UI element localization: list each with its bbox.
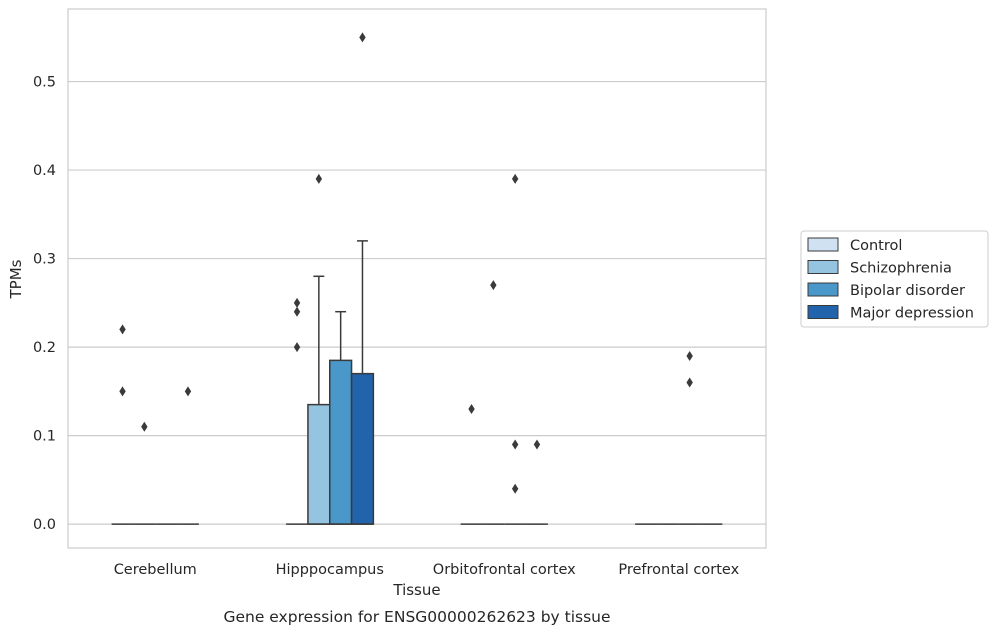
outlier-point xyxy=(293,306,301,317)
outlier-point xyxy=(490,280,497,291)
y-axis-label: TPMs xyxy=(7,259,25,299)
x-tick-label: Prefrontal cortex xyxy=(618,562,739,578)
box-group xyxy=(350,32,375,525)
y-tick-label: 0.0 xyxy=(33,517,56,533)
legend-frame xyxy=(800,230,989,328)
outlier-point xyxy=(468,404,475,415)
legend-label: Major depression xyxy=(850,306,974,322)
box xyxy=(307,403,331,525)
outlier-point xyxy=(686,350,693,361)
legend-swatch xyxy=(807,260,839,274)
grid-lines xyxy=(68,80,766,525)
x-tick-label: Orbitofrontal cortex xyxy=(433,562,576,578)
outlier-point xyxy=(315,173,323,184)
y-tick-label: 0.3 xyxy=(33,252,56,268)
outlier-point xyxy=(511,483,519,494)
outlier-point xyxy=(511,173,519,184)
box-group xyxy=(482,280,505,525)
outlier-point xyxy=(293,342,301,353)
legend-label: Schizophrenia xyxy=(850,261,952,277)
y-tick-label: 0.1 xyxy=(33,429,56,445)
y-tick-label: 0.5 xyxy=(33,75,56,91)
legend-swatch xyxy=(807,305,839,319)
x-tick-labels: Cerebellum Hipppocampus Orbitofrontal cort… xyxy=(114,562,740,578)
box-plot-boxes xyxy=(111,32,723,525)
outlier-point xyxy=(141,421,148,432)
box-group xyxy=(177,386,199,525)
x-tick-label: Cerebellum xyxy=(114,562,197,578)
y-tick-labels: 0.0 0.1 0.2 0.3 0.4 0.5 xyxy=(33,75,56,534)
box xyxy=(329,359,353,525)
outlier-point xyxy=(119,386,126,397)
x-axis-label: Tissue xyxy=(392,581,440,599)
outlier-point xyxy=(184,386,192,397)
y-tick-label: 0.4 xyxy=(33,163,56,179)
chart-caption: Gene expression for ENSG00000262623 by t… xyxy=(223,608,610,626)
box-group xyxy=(460,404,483,525)
y-tick-label: 0.2 xyxy=(33,340,56,356)
box-group xyxy=(526,439,548,525)
legend: Control Schizophrenia Bipolar disorder Majo… xyxy=(800,230,989,328)
box-group xyxy=(329,310,353,525)
plot-frame xyxy=(67,8,767,549)
outlier-point xyxy=(359,32,366,43)
box-group xyxy=(286,297,308,525)
legend-swatch xyxy=(807,237,839,252)
box-group xyxy=(307,173,331,525)
outlier-point xyxy=(511,439,519,450)
legend-swatch xyxy=(807,282,839,297)
box-group xyxy=(111,324,134,525)
box-group xyxy=(504,173,527,525)
box-group xyxy=(133,421,156,525)
box-group xyxy=(678,350,701,525)
outlier-point xyxy=(686,377,693,388)
outlier-point xyxy=(533,439,541,450)
legend-label: Bipolar disorder xyxy=(850,283,965,299)
outlier-point xyxy=(293,297,301,308)
x-tick-label: Hipppocampus xyxy=(276,562,384,578)
box xyxy=(350,372,375,525)
legend-label: Control xyxy=(850,238,902,254)
outlier-point xyxy=(119,324,126,335)
